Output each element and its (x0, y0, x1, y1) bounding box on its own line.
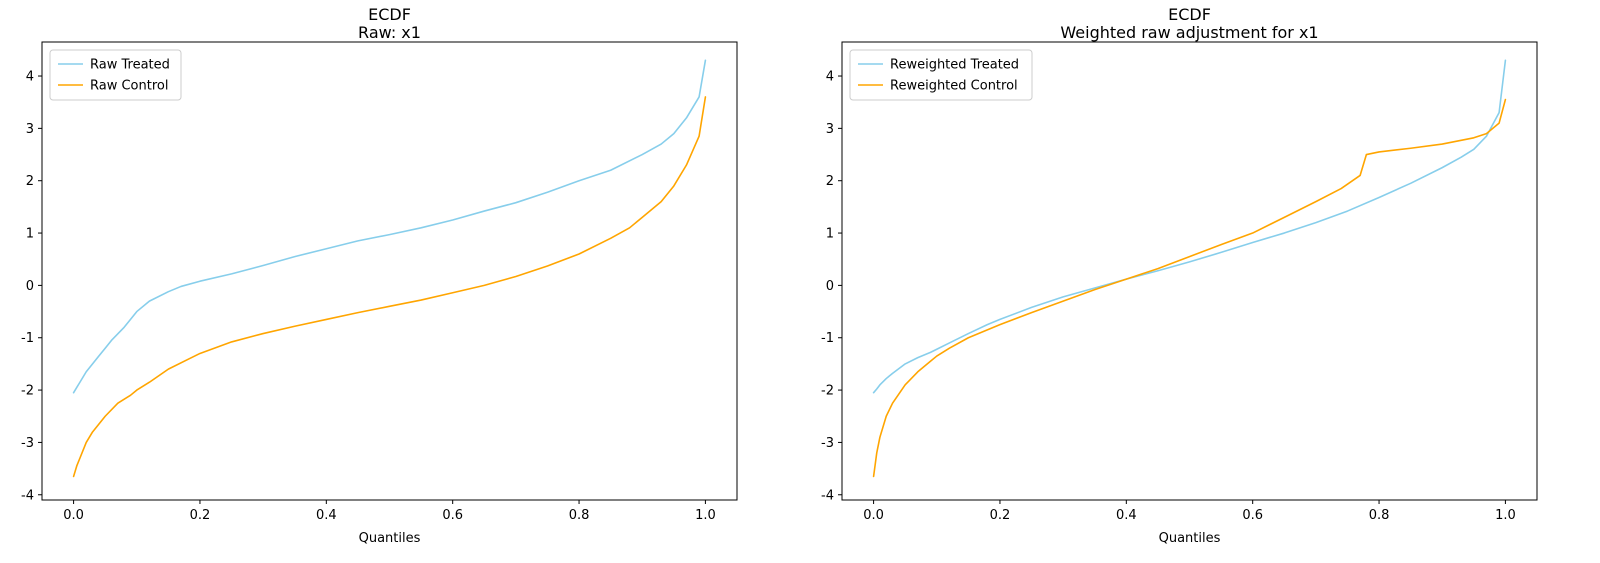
x-tick-label: 0.0 (63, 508, 84, 523)
subplot-left: ECDF Raw: x1 0.0 0.2 0.4 0.6 0.8 1.0 -4 -3 -2 -1 0… (21, 6, 738, 546)
y-tick-label: 4 (26, 70, 34, 85)
x-tick-label: 1.0 (695, 508, 716, 523)
x-axis-label: Quantiles (1159, 531, 1221, 546)
y-tick-label: -2 (821, 384, 834, 399)
y-tick-label: -1 (21, 331, 34, 346)
x-tick-label: 0.6 (442, 508, 463, 523)
y-tick-label: -1 (821, 331, 834, 346)
chart-title-block: ECDF Raw: x1 (42, 6, 737, 42)
x-tick-label: 0.2 (190, 508, 211, 523)
x-axis-label: Quantiles (359, 531, 421, 546)
series-line-reweighted-treated (872, 59, 1507, 394)
y-axis: -4 -3 -2 -1 0 1 2 3 4 (21, 70, 42, 503)
legend-label: Raw Treated (90, 58, 170, 73)
x-tick-label: 0.4 (316, 508, 337, 523)
y-tick-label: 1 (26, 227, 34, 242)
y-tick-label: 2 (26, 174, 34, 189)
x-tick-label: 0.4 (1116, 508, 1137, 523)
axes-frame (41, 41, 738, 501)
right-plot-canvas: 0.0 0.2 0.4 0.6 0.8 1.0 -4 -3 -2 -1 0 1 2 3 4 Quantiles… (821, 41, 1538, 546)
legend-label: Reweighted Treated (890, 58, 1019, 73)
y-tick-label: 4 (826, 70, 834, 85)
y-tick-label: -3 (821, 436, 834, 451)
x-axis: 0.0 0.2 0.4 0.6 0.8 1.0 (863, 500, 1516, 523)
axes-frame (841, 41, 1538, 501)
chart-title: ECDF (368, 5, 411, 24)
y-tick-label: 3 (826, 122, 834, 137)
legend-box (49, 49, 182, 101)
y-tick-label: 0 (26, 279, 34, 294)
legend: Reweighted Treated Reweighted Control (849, 49, 1033, 101)
y-tick-label: 1 (826, 227, 834, 242)
x-tick-label: 0.8 (569, 508, 590, 523)
chart-title-block: ECDF Weighted raw adjustment for x1 (842, 6, 1537, 42)
series-line-raw-treated (72, 59, 707, 394)
x-tick-label: 0.2 (990, 508, 1011, 523)
y-tick-label: -3 (21, 436, 34, 451)
x-tick-label: 1.0 (1495, 508, 1516, 523)
legend: Raw Treated Raw Control (49, 49, 182, 101)
left-plot-canvas: 0.0 0.2 0.4 0.6 0.8 1.0 -4 -3 -2 -1 0 1 2 3 4 Quantiles… (21, 41, 738, 546)
y-tick-label: 3 (26, 122, 34, 137)
legend-label: Reweighted Control (890, 79, 1018, 94)
legend-box (849, 49, 1033, 101)
y-tick-label: 2 (826, 174, 834, 189)
x-tick-label: 0.6 (1242, 508, 1263, 523)
x-tick-label: 0.8 (1369, 508, 1390, 523)
series-line-raw-control (72, 96, 707, 478)
y-tick-label: 0 (826, 279, 834, 294)
y-tick-label: -4 (21, 488, 34, 503)
chart-subtitle: Weighted raw adjustment for x1 (1060, 23, 1319, 42)
chart-title: ECDF (1168, 5, 1211, 24)
x-axis: 0.0 0.2 0.4 0.6 0.8 1.0 (63, 500, 716, 523)
series-line-reweighted-control (872, 98, 1507, 478)
y-axis: -4 -3 -2 -1 0 1 2 3 4 (821, 70, 842, 503)
subplot-right: ECDF Weighted raw adjustment for x1 0.0 0… (800, 0, 1600, 563)
chart-subtitle: Raw: x1 (358, 23, 421, 42)
legend-label: Raw Control (90, 79, 168, 94)
y-tick-label: -2 (21, 384, 34, 399)
y-tick-label: -4 (821, 488, 834, 503)
x-tick-label: 0.0 (863, 508, 884, 523)
